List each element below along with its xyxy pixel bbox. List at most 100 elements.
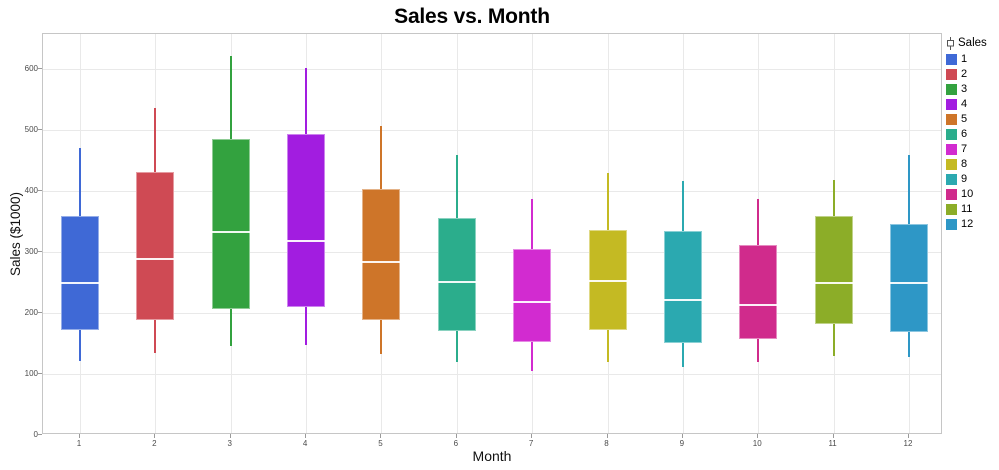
legend-item-label: 11: [961, 203, 973, 215]
x-tick-mark: [606, 434, 608, 438]
x-tick-mark: [757, 434, 759, 438]
x-axis-label: Month: [472, 448, 512, 464]
legend-item-label: 8: [961, 158, 968, 170]
legend-swatch-2: [946, 69, 957, 80]
legend-item-1[interactable]: 1: [946, 52, 998, 67]
y-tick-label: 400: [24, 186, 38, 196]
legend-item-label: 12: [961, 218, 974, 230]
y-tick-label: 100: [24, 369, 38, 379]
y-tick-mark: [38, 129, 42, 131]
legend-swatch-4: [946, 99, 957, 110]
x-tick-mark: [832, 434, 834, 438]
x-tick-mark: [305, 434, 307, 438]
legend-item-12[interactable]: 12: [946, 217, 998, 232]
box-month-6[interactable]: [437, 218, 476, 331]
x-tick-label: 6: [453, 439, 459, 448]
median-month-9: [663, 299, 702, 302]
legend-item-3[interactable]: 3: [946, 82, 998, 97]
h-gridline: [43, 68, 941, 70]
legend-swatch-6: [946, 129, 957, 140]
legend-swatch-9: [946, 174, 957, 185]
legend-item-7[interactable]: 7: [946, 142, 998, 157]
y-tick-mark: [38, 373, 42, 375]
h-gridline: [43, 312, 941, 314]
x-tick-label: 8: [604, 439, 609, 448]
x-tick-mark: [79, 434, 80, 438]
y-tick-label: 200: [24, 308, 38, 318]
legend-swatch-5: [946, 114, 957, 125]
x-tick-label: 7: [528, 439, 534, 448]
x-tick-mark: [154, 434, 156, 438]
y-tick-mark: [38, 68, 42, 70]
median-month-8: [588, 279, 627, 282]
x-tick-mark: [681, 434, 683, 438]
median-month-5: [362, 260, 401, 263]
legend-swatch-1: [946, 54, 957, 65]
legend: Sales 1 2 3 4 5 6 7 8 9 10 11 12: [946, 36, 998, 232]
y-tick-mark: [38, 251, 42, 253]
legend-swatch-3: [946, 84, 957, 95]
box-month-4[interactable]: [287, 133, 326, 307]
median-month-3: [211, 231, 250, 234]
h-gridline: [43, 129, 941, 131]
chart-title: Sales vs. Month: [394, 5, 550, 28]
box-month-2[interactable]: [136, 172, 175, 321]
box-month-10[interactable]: [739, 244, 778, 340]
legend-item-9[interactable]: 9: [946, 172, 998, 187]
x-tick-label: 10: [752, 439, 762, 448]
legend-item-label: 9: [961, 173, 968, 185]
legend-item-11[interactable]: 11: [946, 202, 998, 217]
box-month-1[interactable]: [61, 216, 99, 331]
legend-item-label: 7: [961, 143, 968, 155]
legend-swatch-12: [946, 219, 957, 230]
x-tick-label: 4: [302, 439, 308, 448]
legend-item-label: 4: [961, 98, 968, 110]
median-month-2: [136, 258, 175, 261]
legend-item-5[interactable]: 5: [946, 112, 998, 127]
median-month-6: [437, 281, 476, 284]
legend-item-label: 5: [961, 113, 968, 125]
legend-item-label: 6: [961, 128, 968, 140]
legend-swatch-8: [946, 159, 957, 170]
x-tick-mark: [531, 434, 533, 438]
y-tick-mark: [38, 312, 42, 314]
legend-item-10[interactable]: 10: [946, 187, 998, 202]
h-gridline: [43, 251, 941, 253]
box-month-5[interactable]: [362, 188, 401, 321]
x-tick-mark: [907, 434, 909, 438]
legend-item-8[interactable]: 8: [946, 157, 998, 172]
x-tick-mark: [380, 434, 382, 438]
legend-item-4[interactable]: 4: [946, 97, 998, 112]
x-tick-label: 1: [76, 439, 82, 448]
y-axis-label: Sales ($1000): [8, 191, 23, 277]
legend-item-label: 10: [961, 188, 974, 200]
h-gridline: [43, 190, 941, 192]
legend-item-label: 1: [961, 53, 968, 65]
y-tick-label: 600: [24, 64, 38, 74]
box-month-7[interactable]: [513, 248, 552, 342]
box-month-12[interactable]: [889, 224, 928, 332]
y-tick-label: 0: [33, 430, 38, 439]
legend-item-6[interactable]: 6: [946, 127, 998, 142]
y-tick-label: 500: [24, 125, 38, 135]
legend-grabber-icon: [947, 36, 954, 50]
box-month-9[interactable]: [663, 231, 702, 343]
legend-items: 1 2 3 4 5 6 7 8 9 10 11 12: [946, 52, 998, 232]
box-month-11[interactable]: [814, 216, 853, 325]
median-month-1: [61, 281, 99, 284]
legend-swatch-10: [946, 189, 957, 200]
y-tick-mark: [38, 434, 42, 435]
plot-area[interactable]: [42, 33, 942, 434]
h-gridline: [43, 373, 941, 375]
legend-swatch-11: [946, 204, 957, 215]
box-month-3[interactable]: [211, 139, 250, 310]
x-tick-label: 11: [828, 439, 837, 448]
x-tick-mark: [455, 434, 457, 438]
x-tick-label: 5: [378, 439, 383, 448]
x-tick-label: 2: [152, 439, 157, 448]
median-month-7: [513, 301, 552, 304]
legend-item-2[interactable]: 2: [946, 67, 998, 82]
x-tick-label: 12: [903, 439, 913, 448]
y-tick-mark: [38, 190, 42, 192]
